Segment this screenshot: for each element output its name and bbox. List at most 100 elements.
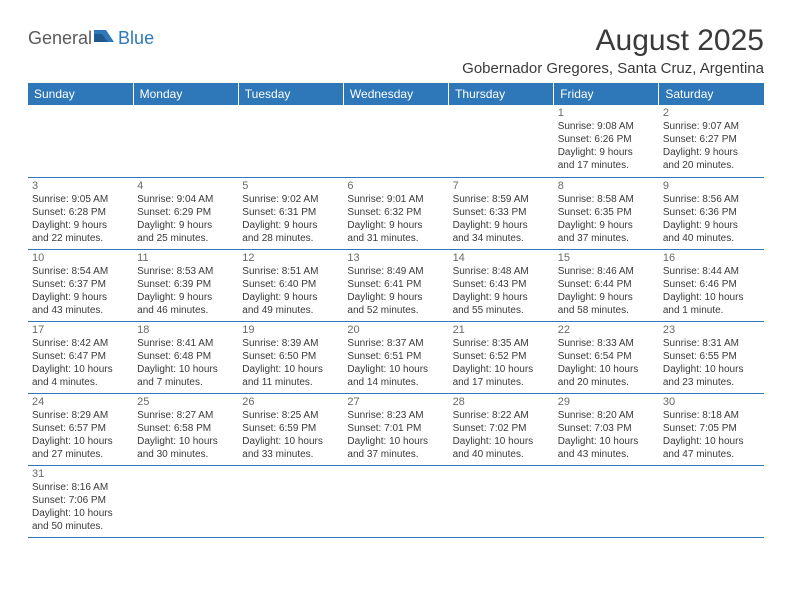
day-number: 14	[453, 252, 550, 264]
calendar-cell: 24Sunrise: 8:29 AMSunset: 6:57 PMDayligh…	[28, 393, 133, 465]
day-number: 31	[32, 468, 129, 480]
sunrise-text: Sunrise: 8:27 AM	[137, 409, 234, 422]
daylight-text: Daylight: 10 hours	[32, 363, 129, 376]
sunrise-text: Sunrise: 8:31 AM	[663, 337, 760, 350]
daylight-text: and 49 minutes.	[242, 304, 339, 317]
sunset-text: Sunset: 6:54 PM	[558, 350, 655, 363]
daylight-text: Daylight: 10 hours	[242, 363, 339, 376]
day-number: 9	[663, 180, 760, 192]
calendar-cell: 30Sunrise: 8:18 AMSunset: 7:05 PMDayligh…	[659, 393, 764, 465]
daylight-text: Daylight: 9 hours	[32, 219, 129, 232]
sunset-text: Sunset: 6:40 PM	[242, 278, 339, 291]
daylight-text: and 52 minutes.	[347, 304, 444, 317]
sunset-text: Sunset: 6:52 PM	[453, 350, 550, 363]
calendar-cell: 4Sunrise: 9:04 AMSunset: 6:29 PMDaylight…	[133, 177, 238, 249]
sunrise-text: Sunrise: 9:02 AM	[242, 193, 339, 206]
daylight-text: Daylight: 9 hours	[347, 219, 444, 232]
col-sunday: Sunday	[28, 83, 133, 105]
sunset-text: Sunset: 6:36 PM	[663, 206, 760, 219]
sunset-text: Sunset: 6:26 PM	[558, 133, 655, 146]
daylight-text: Daylight: 9 hours	[32, 291, 129, 304]
calendar-cell: 31Sunrise: 8:16 AMSunset: 7:06 PMDayligh…	[28, 465, 133, 537]
calendar-cell	[133, 465, 238, 537]
calendar-cell: 8Sunrise: 8:58 AMSunset: 6:35 PMDaylight…	[554, 177, 659, 249]
day-number: 16	[663, 252, 760, 264]
sunset-text: Sunset: 7:01 PM	[347, 422, 444, 435]
calendar-cell: 21Sunrise: 8:35 AMSunset: 6:52 PMDayligh…	[449, 321, 554, 393]
sunset-text: Sunset: 6:33 PM	[453, 206, 550, 219]
daylight-text: and 7 minutes.	[137, 376, 234, 389]
calendar-cell	[343, 465, 448, 537]
daylight-text: Daylight: 10 hours	[32, 507, 129, 520]
sunrise-text: Sunrise: 9:07 AM	[663, 120, 760, 133]
daylight-text: and 31 minutes.	[347, 232, 444, 245]
calendar-cell: 25Sunrise: 8:27 AMSunset: 6:58 PMDayligh…	[133, 393, 238, 465]
sunset-text: Sunset: 6:44 PM	[558, 278, 655, 291]
location-subtitle: Gobernador Gregores, Santa Cruz, Argenti…	[462, 60, 764, 77]
daylight-text: Daylight: 10 hours	[137, 363, 234, 376]
calendar-row: 17Sunrise: 8:42 AMSunset: 6:47 PMDayligh…	[28, 321, 764, 393]
sunset-text: Sunset: 6:35 PM	[558, 206, 655, 219]
calendar-cell: 19Sunrise: 8:39 AMSunset: 6:50 PMDayligh…	[238, 321, 343, 393]
calendar-cell	[238, 465, 343, 537]
logo-flag-icon	[94, 28, 116, 49]
daylight-text: and 23 minutes.	[663, 376, 760, 389]
logo-text-blue: Blue	[118, 28, 154, 49]
calendar-header-row: Sunday Monday Tuesday Wednesday Thursday…	[28, 83, 764, 105]
daylight-text: and 22 minutes.	[32, 232, 129, 245]
day-number: 18	[137, 324, 234, 336]
daylight-text: and 25 minutes.	[137, 232, 234, 245]
day-number: 6	[347, 180, 444, 192]
sunset-text: Sunset: 6:43 PM	[453, 278, 550, 291]
sunrise-text: Sunrise: 9:08 AM	[558, 120, 655, 133]
calendar-cell: 12Sunrise: 8:51 AMSunset: 6:40 PMDayligh…	[238, 249, 343, 321]
col-saturday: Saturday	[659, 83, 764, 105]
day-number: 28	[453, 396, 550, 408]
daylight-text: Daylight: 10 hours	[137, 435, 234, 448]
calendar-cell: 10Sunrise: 8:54 AMSunset: 6:37 PMDayligh…	[28, 249, 133, 321]
calendar-cell	[449, 465, 554, 537]
day-number: 7	[453, 180, 550, 192]
col-thursday: Thursday	[449, 83, 554, 105]
sunrise-text: Sunrise: 8:42 AM	[32, 337, 129, 350]
sunset-text: Sunset: 7:03 PM	[558, 422, 655, 435]
calendar-cell: 1Sunrise: 9:08 AMSunset: 6:26 PMDaylight…	[554, 105, 659, 177]
daylight-text: Daylight: 10 hours	[663, 363, 760, 376]
daylight-text: Daylight: 9 hours	[137, 219, 234, 232]
calendar-cell: 2Sunrise: 9:07 AMSunset: 6:27 PMDaylight…	[659, 105, 764, 177]
day-number: 8	[558, 180, 655, 192]
sunrise-text: Sunrise: 8:54 AM	[32, 265, 129, 278]
daylight-text: Daylight: 10 hours	[347, 363, 444, 376]
daylight-text: Daylight: 9 hours	[558, 219, 655, 232]
daylight-text: Daylight: 9 hours	[242, 291, 339, 304]
calendar-cell: 22Sunrise: 8:33 AMSunset: 6:54 PMDayligh…	[554, 321, 659, 393]
calendar-cell: 27Sunrise: 8:23 AMSunset: 7:01 PMDayligh…	[343, 393, 448, 465]
daylight-text: Daylight: 10 hours	[558, 363, 655, 376]
calendar-row: 1Sunrise: 9:08 AMSunset: 6:26 PMDaylight…	[28, 105, 764, 177]
daylight-text: and 47 minutes.	[663, 448, 760, 461]
day-number: 26	[242, 396, 339, 408]
daylight-text: and 46 minutes.	[137, 304, 234, 317]
sunset-text: Sunset: 6:47 PM	[32, 350, 129, 363]
calendar-page: General Blue August 2025 Gobernador Greg…	[0, 0, 792, 562]
day-number: 22	[558, 324, 655, 336]
day-number: 3	[32, 180, 129, 192]
daylight-text: and 28 minutes.	[242, 232, 339, 245]
calendar-cell	[449, 105, 554, 177]
daylight-text: and 34 minutes.	[453, 232, 550, 245]
daylight-text: Daylight: 9 hours	[663, 219, 760, 232]
calendar-cell	[238, 105, 343, 177]
sunset-text: Sunset: 6:41 PM	[347, 278, 444, 291]
sunset-text: Sunset: 7:06 PM	[32, 494, 129, 507]
logo: General Blue	[28, 28, 154, 49]
calendar-cell	[554, 465, 659, 537]
sunset-text: Sunset: 6:27 PM	[663, 133, 760, 146]
calendar-row: 3Sunrise: 9:05 AMSunset: 6:28 PMDaylight…	[28, 177, 764, 249]
sunrise-text: Sunrise: 8:37 AM	[347, 337, 444, 350]
sunset-text: Sunset: 6:57 PM	[32, 422, 129, 435]
sunset-text: Sunset: 7:02 PM	[453, 422, 550, 435]
calendar-cell: 23Sunrise: 8:31 AMSunset: 6:55 PMDayligh…	[659, 321, 764, 393]
sunset-text: Sunset: 6:37 PM	[32, 278, 129, 291]
daylight-text: and 1 minute.	[663, 304, 760, 317]
sunrise-text: Sunrise: 9:04 AM	[137, 193, 234, 206]
